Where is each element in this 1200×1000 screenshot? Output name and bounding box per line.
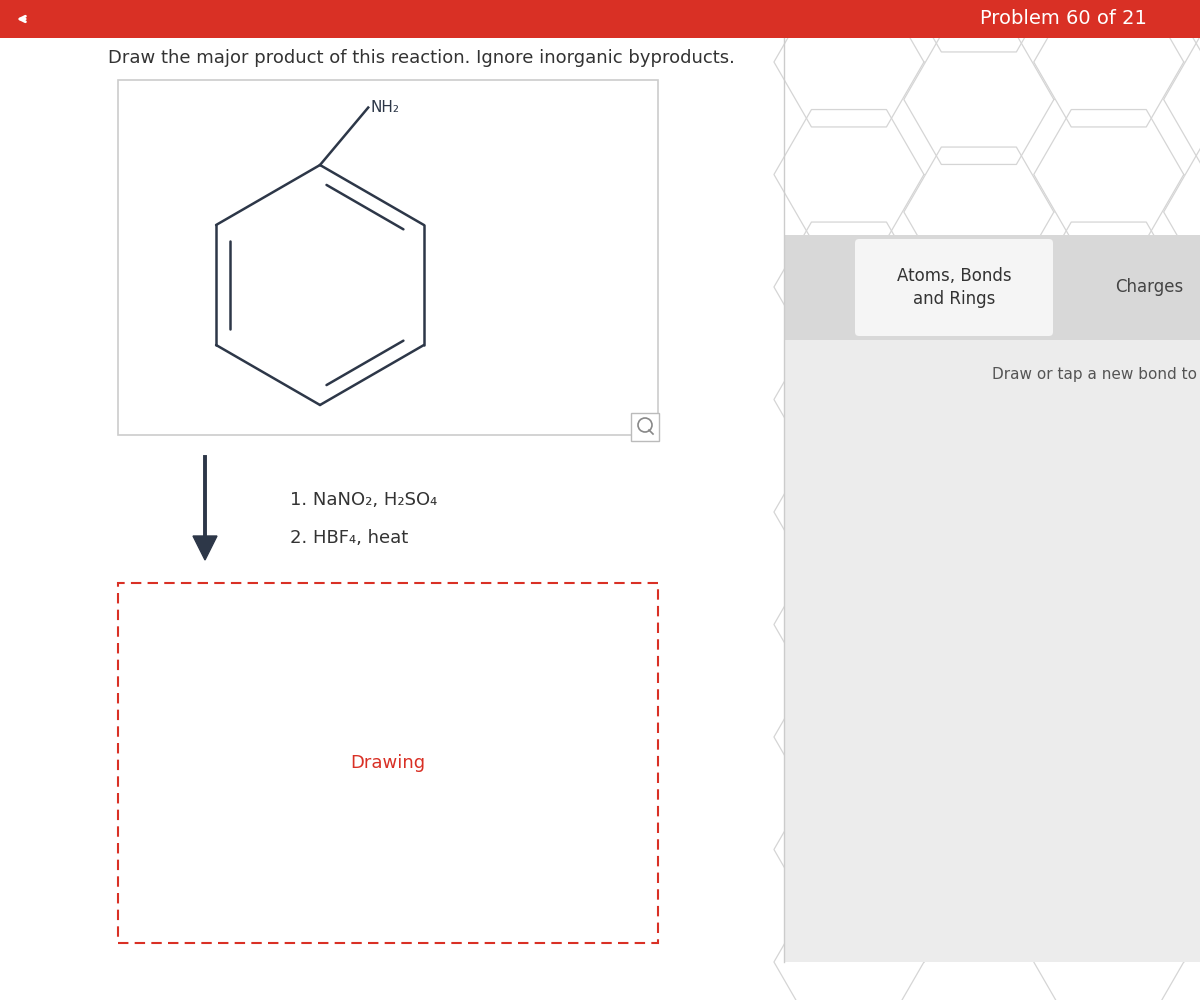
- Bar: [784, 235, 1200, 340]
- Polygon shape: [193, 536, 217, 560]
- Text: 1. NaNO₂, H₂SO₄: 1. NaNO₂, H₂SO₄: [290, 491, 437, 509]
- Bar: [784, 340, 1200, 962]
- Text: 2. HBF₄, heat: 2. HBF₄, heat: [290, 529, 408, 547]
- Text: Atoms, Bonds
and Rings: Atoms, Bonds and Rings: [896, 267, 1012, 308]
- Bar: [631, 413, 659, 441]
- Text: Drawing: Drawing: [350, 754, 426, 772]
- Bar: [118, 583, 658, 943]
- Text: Draw the major product of this reaction. Ignore inorganic byproducts.: Draw the major product of this reaction.…: [108, 49, 734, 67]
- Text: Problem 60 of 21: Problem 60 of 21: [980, 9, 1147, 28]
- Bar: [0, 38, 784, 1000]
- Bar: [784, 38, 1200, 848]
- Text: NH₂: NH₂: [371, 100, 400, 115]
- Text: Charges: Charges: [1115, 278, 1183, 296]
- Bar: [118, 80, 658, 435]
- Text: Draw or tap a new bond to see suggestic: Draw or tap a new bond to see suggestic: [992, 367, 1200, 382]
- FancyBboxPatch shape: [854, 239, 1054, 336]
- Bar: [0, 0, 1200, 38]
